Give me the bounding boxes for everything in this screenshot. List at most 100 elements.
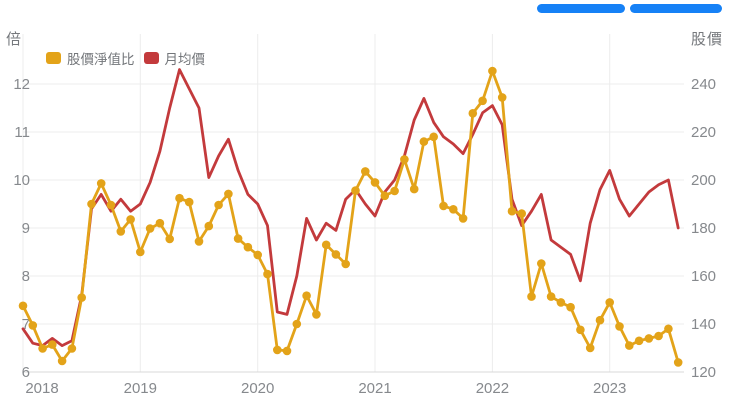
series-point-pb_ratio[interactable]: [77, 293, 86, 302]
left-axis-title: 倍: [6, 31, 23, 48]
series-point-pb_ratio[interactable]: [644, 334, 654, 343]
series-point-pb_ratio[interactable]: [253, 250, 262, 260]
left-tick: 10: [13, 172, 30, 189]
horizontal-gridlines: [23, 83, 684, 373]
series-point-pb_ratio[interactable]: [605, 298, 614, 307]
left-tick: 7: [22, 316, 30, 333]
series-point-pb_ratio[interactable]: [429, 132, 439, 142]
series-point-pb_ratio[interactable]: [556, 298, 566, 307]
legend-label-pb-ratio: 股價淨值比: [67, 52, 135, 67]
series-point-pb_ratio[interactable]: [175, 193, 184, 203]
series-point-pb_ratio[interactable]: [390, 186, 399, 196]
toolbar-pill-button-1[interactable]: [537, 4, 625, 13]
series-point-pb_ratio[interactable]: [409, 184, 419, 194]
series-point-pb_ratio[interactable]: [546, 292, 556, 301]
series-point-pb_ratio[interactable]: [38, 344, 47, 353]
series-point-pb_ratio[interactable]: [585, 343, 595, 353]
series-point-pb_ratio[interactable]: [136, 247, 145, 257]
right-tick: 200: [691, 172, 716, 189]
series-point-pb_ratio[interactable]: [331, 250, 341, 259]
series-point-pb_ratio[interactable]: [18, 301, 28, 311]
series-point-pb_ratio[interactable]: [224, 189, 233, 199]
series-point-pb_ratio[interactable]: [576, 325, 585, 335]
series-point-pb_ratio[interactable]: [468, 109, 478, 118]
series-point-pb_ratio[interactable]: [615, 322, 624, 331]
series-point-pb_ratio[interactable]: [527, 292, 536, 301]
left-tick: 11: [14, 124, 30, 141]
series-point-pb_ratio[interactable]: [48, 340, 57, 349]
series-point-pb_ratio[interactable]: [321, 240, 331, 250]
series-point-pb_ratio[interactable]: [87, 199, 96, 209]
x-tick-2023: 2023: [593, 380, 626, 397]
series-point-pb_ratio[interactable]: [184, 197, 194, 207]
series-point-pb_ratio[interactable]: [57, 356, 67, 366]
right-tick: 180: [691, 220, 716, 237]
series-point-pb_ratio[interactable]: [507, 206, 517, 216]
x-axis-labels: 2018 2019 2020 2021 2022 2023: [25, 380, 626, 397]
series-point-pb_ratio[interactable]: [361, 167, 370, 176]
legend-item-pb-ratio[interactable]: 股價淨值比: [46, 48, 135, 68]
series-layer: [18, 66, 683, 367]
series-point-pb_ratio[interactable]: [400, 155, 409, 164]
series-point-pb_ratio[interactable]: [537, 259, 546, 268]
right-axis-labels: 240 220 200 180 160 140 120: [691, 76, 716, 381]
series-point-pb_ratio[interactable]: [165, 234, 174, 244]
right-tick: 240: [691, 76, 716, 93]
series-point-pb_ratio[interactable]: [116, 227, 126, 236]
series-point-pb_ratio[interactable]: [439, 201, 448, 211]
series-point-pb_ratio[interactable]: [155, 218, 165, 228]
series-point-pb_ratio[interactable]: [204, 221, 214, 231]
legend-label-avg-price: 月均價: [164, 52, 206, 67]
x-tick-2018: 2018: [25, 380, 58, 397]
series-point-pb_ratio[interactable]: [497, 93, 507, 102]
series-point-pb_ratio[interactable]: [654, 331, 663, 341]
series-point-pb_ratio[interactable]: [351, 186, 360, 195]
series-line-pb_ratio: [21, 69, 680, 364]
left-tick: 12: [13, 76, 30, 93]
series-point-pb_ratio[interactable]: [458, 214, 468, 223]
series-point-pb_ratio[interactable]: [67, 344, 77, 353]
series-point-pb_ratio[interactable]: [28, 321, 38, 330]
legend-item-avg-price[interactable]: 月均價: [143, 48, 206, 68]
series-point-pb_ratio[interactable]: [126, 215, 135, 224]
series-point-pb_ratio[interactable]: [145, 224, 155, 233]
series-point-pb_ratio[interactable]: [664, 324, 673, 334]
series-point-pb_ratio[interactable]: [312, 310, 321, 319]
series-point-pb_ratio[interactable]: [419, 137, 429, 146]
series-point-pb_ratio[interactable]: [194, 237, 204, 246]
series-point-pb_ratio[interactable]: [449, 205, 458, 214]
series-line-monthly_avg_price: [21, 68, 680, 348]
series-point-pb_ratio[interactable]: [566, 302, 575, 312]
series-point-pb_ratio[interactable]: [273, 345, 282, 355]
x-tick-2021: 2021: [358, 380, 391, 397]
series-point-pb_ratio[interactable]: [214, 200, 223, 210]
series-point-pb_ratio[interactable]: [517, 209, 526, 218]
right-tick: 120: [691, 364, 716, 381]
series-point-pb_ratio[interactable]: [380, 191, 390, 201]
series-point-pb_ratio[interactable]: [96, 179, 106, 188]
series-point-pb_ratio[interactable]: [488, 66, 497, 76]
series-point-pb_ratio[interactable]: [106, 200, 116, 210]
toolbar-pill-button-2[interactable]: [630, 4, 722, 13]
x-tick-2022: 2022: [476, 380, 509, 397]
series-point-pb_ratio[interactable]: [595, 315, 605, 325]
series-point-pb_ratio[interactable]: [634, 336, 644, 346]
series-point-pb_ratio[interactable]: [233, 234, 243, 243]
series-point-pb_ratio[interactable]: [625, 341, 634, 350]
x-tick-2020: 2020: [241, 380, 274, 397]
series-point-pb_ratio[interactable]: [263, 269, 272, 279]
series-point-pb_ratio[interactable]: [282, 346, 292, 356]
series-point-pb_ratio[interactable]: [370, 178, 380, 187]
series-point-pb_ratio[interactable]: [292, 319, 302, 329]
series-point-pb_ratio[interactable]: [673, 358, 683, 367]
series-point-pb_ratio[interactable]: [302, 291, 311, 301]
left-axis-labels: 12 11 10 9 8 7 6: [13, 76, 30, 381]
x-tick-2019: 2019: [124, 380, 157, 397]
series-point-pb_ratio[interactable]: [243, 242, 253, 252]
series-point-pb_ratio[interactable]: [341, 259, 351, 269]
legend-swatch-avg-price: [143, 52, 159, 64]
series-point-pb_ratio[interactable]: [478, 96, 487, 106]
legend: 股價淨值比 月均價: [46, 48, 205, 68]
